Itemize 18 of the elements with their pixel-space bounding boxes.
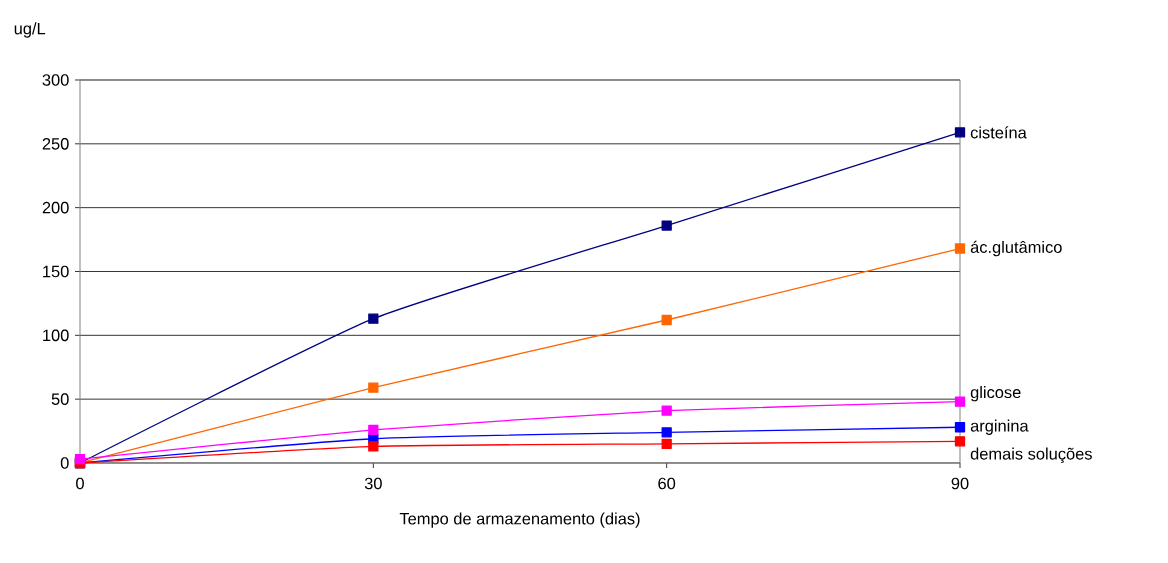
- y-tick-label: 100: [43, 329, 69, 342]
- x-tick-label: 30: [364, 477, 382, 490]
- x-tick-label: 90: [951, 477, 969, 490]
- series-label: glicose: [970, 386, 1021, 402]
- x-axis-title: Tempo de armazenamento (dias): [399, 512, 640, 528]
- y-tick-label: 0: [60, 457, 69, 469]
- series-label: cisteína: [970, 126, 1027, 139]
- x-tick-label: 0: [76, 477, 84, 490]
- y-axis-title: ug/L: [14, 22, 46, 38]
- y-tick-label: 150: [43, 265, 69, 278]
- series-label: arginina: [970, 419, 1029, 435]
- y-tick-label: 50: [51, 393, 69, 405]
- x-tick-label: 60: [658, 477, 676, 490]
- series-label: ác.glutâmico: [970, 240, 1062, 257]
- y-tick-label: 300: [42, 74, 69, 86]
- series-label: demais soluções: [970, 447, 1092, 463]
- y-tick-label: 250: [42, 137, 69, 150]
- y-tick-label: 200: [42, 201, 69, 214]
